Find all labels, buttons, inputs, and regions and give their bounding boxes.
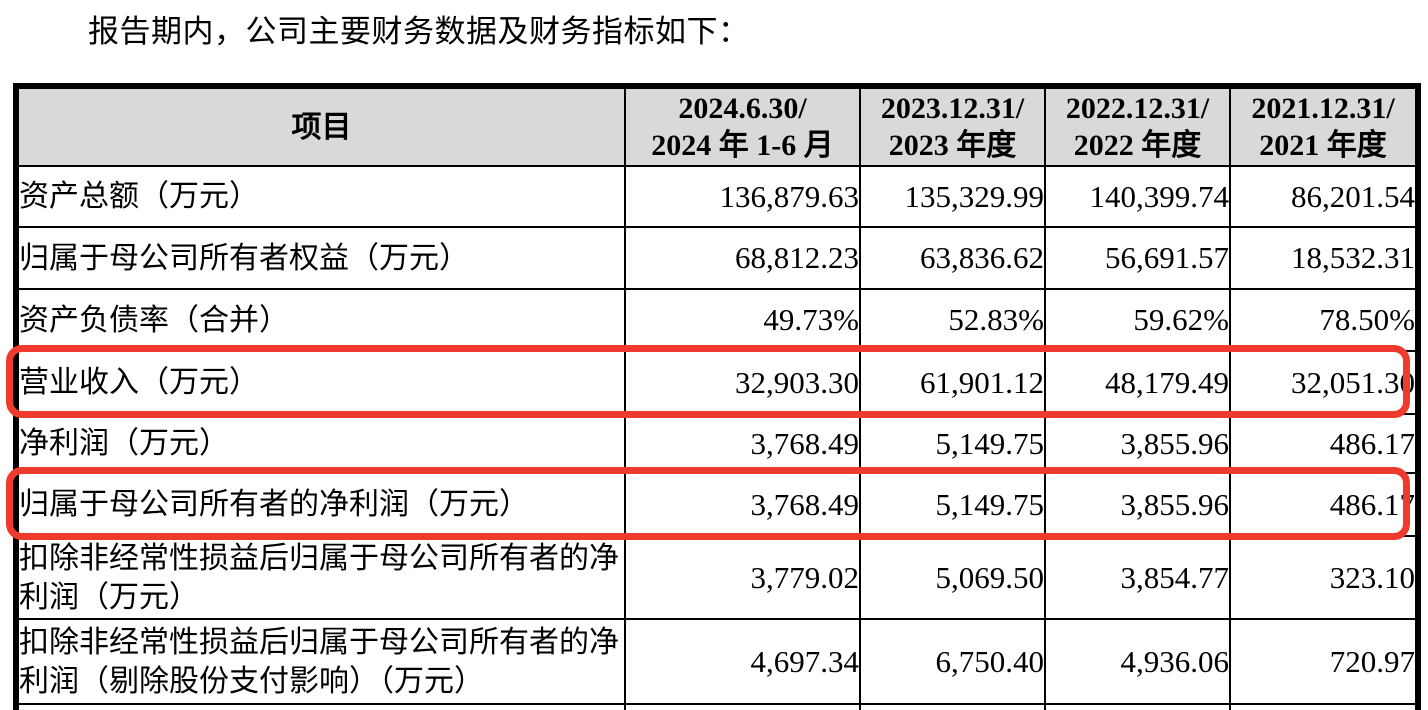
cell-value: 52.83% [859,288,1046,352]
cell-value: 61,901.12 [859,350,1046,415]
row-parent-equity: 归属于母公司所有者权益（万元） 68,812.23 63,836.62 56,6… [15,226,1419,290]
period-date-line: 2023.12.31/ [880,92,1025,125]
cell-value: 3,768.49 [624,413,861,474]
cell-value: 78.50% [1229,288,1419,352]
cell-value [624,703,861,710]
column-header-period-2022: 2022.12.31/ 2022 年度 [1044,85,1231,167]
cell-value: 5,149.75 [859,472,1046,537]
row-label: 营业收入（万元） [15,350,626,415]
cell-value: 59.62% [1044,288,1231,352]
cell-value [1044,703,1231,710]
period-range-line: 2022 年度 [1073,129,1202,162]
cell-value: 3,855.96 [1044,413,1231,474]
row-partial-cutoff [15,703,1419,710]
row-net-profit-deducted-excl-sbc: 扣除非经常性损益后归属于母公司所有者的净利润（剔除股份支付影响）（万元） 4,6… [15,618,1419,705]
period-date-line: 2024.6.30/ [678,92,807,125]
cell-value: 3,854.77 [1044,535,1231,620]
cell-value: 720.97 [1229,618,1419,705]
column-header-period-2024h1: 2024.6.30/ 2024 年 1-6 月 [624,85,861,167]
column-header-item-label: 项目 [291,110,352,144]
column-header-period-2023: 2023.12.31/ 2023 年度 [859,85,1046,167]
cell-value: 3,779.02 [624,535,861,620]
period-date-line: 2022.12.31/ [1065,92,1210,125]
cell-value: 3,768.49 [624,472,861,537]
row-label: 归属于母公司所有者权益（万元） [15,226,626,290]
cell-value: 4,936.06 [1044,618,1231,705]
cell-value: 140,399.74 [1044,165,1231,228]
cell-value: 56,691.57 [1044,226,1231,290]
period-date-line: 2021.12.31/ [1251,92,1395,125]
row-label: 资产负债率（合并） [15,288,626,352]
row-label: 扣除非经常性损益后归属于母公司所有者的净利润（万元） [15,535,626,620]
row-net-profit-parent: 归属于母公司所有者的净利润（万元） 3,768.49 5,149.75 3,85… [15,472,1419,537]
cell-value: 6,750.40 [859,618,1046,705]
period-range-line: 2023 年度 [888,129,1017,162]
column-header-item: 项目 [15,85,626,167]
cell-value: 49.73% [624,288,861,352]
row-revenue: 营业收入（万元） 32,903.30 61,901.12 48,179.49 3… [15,350,1419,415]
row-label [15,703,626,710]
financial-table: 项目 2024.6.30/ 2024 年 1-6 月 2023.12.31/ 2… [13,83,1421,710]
period-range-line: 2024 年 1-6 月 [651,129,834,162]
table-header-row: 项目 2024.6.30/ 2024 年 1-6 月 2023.12.31/ 2… [15,85,1419,167]
cell-value: 3,855.96 [1044,472,1231,537]
cell-value: 63,836.62 [859,226,1046,290]
intro-text: 报告期内，公司主要财务数据及财务指标如下： [88,14,750,49]
column-header-period-2021: 2021.12.31/ 2021 年度 [1229,85,1419,167]
cell-value [1229,703,1419,710]
cell-value: 32,051.30 [1229,350,1419,415]
row-label: 资产总额（万元） [15,165,626,228]
row-label: 扣除非经常性损益后归属于母公司所有者的净利润（剔除股份支付影响）（万元） [15,618,626,705]
cell-value: 68,812.23 [624,226,861,290]
row-net-profit-deducted: 扣除非经常性损益后归属于母公司所有者的净利润（万元） 3,779.02 5,06… [15,535,1419,620]
cell-value: 486.17 [1229,472,1419,537]
cell-value [859,703,1046,710]
cell-value: 86,201.54 [1229,165,1419,228]
cell-value: 48,179.49 [1044,350,1231,415]
cell-value: 18,532.31 [1229,226,1419,290]
row-net-profit: 净利润（万元） 3,768.49 5,149.75 3,855.96 486.1… [15,413,1419,474]
row-debt-ratio: 资产负债率（合并） 49.73% 52.83% 59.62% 78.50% [15,288,1419,352]
cell-value: 323.10 [1229,535,1419,620]
row-label: 归属于母公司所有者的净利润（万元） [15,472,626,537]
cell-value: 486.17 [1229,413,1419,474]
cell-value: 135,329.99 [859,165,1046,228]
cell-value: 136,879.63 [624,165,861,228]
row-total-assets: 资产总额（万元） 136,879.63 135,329.99 140,399.7… [15,165,1419,228]
cell-value: 5,149.75 [859,413,1046,474]
cell-value: 5,069.50 [859,535,1046,620]
period-range-line: 2021 年度 [1259,129,1387,162]
cell-value: 32,903.30 [624,350,861,415]
cell-value: 4,697.34 [624,618,861,705]
row-label: 净利润（万元） [15,413,626,474]
